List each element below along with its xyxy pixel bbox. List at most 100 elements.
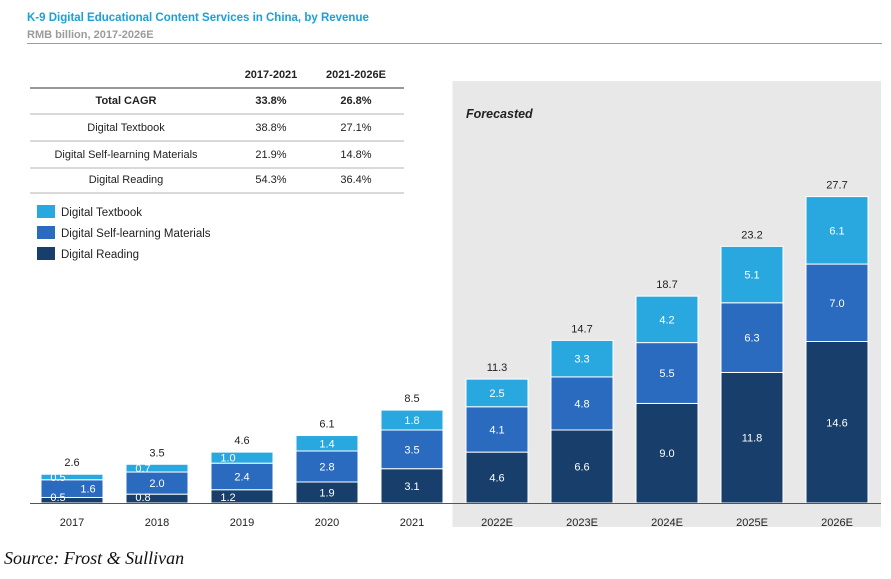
- bar-segment: [380, 409, 444, 431]
- bar-value-label: 5.1: [744, 270, 759, 282]
- bar-total-label: 4.6: [234, 435, 249, 447]
- legend-label: Digital Self-learning Materials: [61, 228, 211, 240]
- bar-value-label: 11.8: [742, 433, 763, 445]
- bar-value-label: 6.1: [829, 225, 844, 237]
- bar-segment: [465, 451, 529, 504]
- chart-title: K-9 Digital Educational Content Services…: [27, 12, 369, 24]
- forecast-label: Forecasted: [466, 107, 533, 121]
- bar-segment: [635, 295, 699, 344]
- bar-value-label: 4.1: [489, 424, 504, 436]
- table-cell: 38.8%: [255, 122, 286, 134]
- x-tick-label: 2020: [315, 517, 339, 529]
- bar-total-label: 27.7: [826, 180, 847, 192]
- bar-total-label: 8.5: [404, 393, 419, 405]
- bar-value-label: 3.5: [404, 444, 419, 456]
- bar-value-label: 2.0: [149, 478, 164, 490]
- legend-swatch: [37, 205, 55, 218]
- bar-segment: [210, 451, 274, 464]
- bar-value-label: 7.0: [829, 298, 844, 310]
- bar-value-label: 0.7: [135, 463, 150, 475]
- table-cell: 26.8%: [340, 95, 371, 107]
- bar-value-label: 1.2: [220, 492, 235, 504]
- bar-value-label: 6.6: [574, 461, 589, 473]
- legend-swatch: [37, 226, 55, 239]
- bar-total-label: 11.3: [487, 362, 508, 374]
- x-tick-label: 2022E: [481, 517, 513, 529]
- x-tick-label: 2025E: [736, 517, 768, 529]
- bar-total-label: 14.7: [571, 323, 592, 335]
- bar-segment: [550, 429, 614, 504]
- bar-value-label: 6.3: [744, 333, 759, 345]
- bar-segment: [125, 463, 189, 473]
- bar-value-label: 1.6: [80, 484, 95, 496]
- table-row-label: Digital Self-learning Materials: [54, 149, 198, 161]
- bar-value-label: 1.8: [404, 415, 419, 427]
- bar-segment: [635, 342, 699, 404]
- table-row-label: Total CAGR: [96, 95, 157, 107]
- table-cell: 21.9%: [255, 149, 286, 161]
- legend-swatch: [37, 247, 55, 260]
- x-tick-label: 2024E: [651, 517, 683, 529]
- bar-value-label: 4.8: [574, 398, 589, 410]
- x-tick-label: 2019: [230, 517, 254, 529]
- chart-legend: Digital Textbook Digital Self-learning Ma…: [37, 205, 211, 261]
- bar-value-label: 5.5: [659, 368, 674, 380]
- bar-segment: [805, 196, 869, 265]
- table-col-header: 2017-2021: [245, 69, 298, 81]
- bar-segment: [465, 406, 529, 453]
- legend-label: Digital Reading: [61, 249, 139, 261]
- bar-value-label: 0.5: [50, 492, 65, 504]
- bar-segment: [465, 378, 529, 408]
- bar-value-label: 2.8: [319, 461, 334, 473]
- bar-value-label: 14.6: [826, 417, 847, 429]
- table-cell: 14.8%: [340, 149, 371, 161]
- title-divider: [27, 43, 882, 44]
- bar-value-label: 1.4: [319, 438, 334, 450]
- bar-value-label: 4.2: [659, 314, 674, 326]
- table-cell: 54.3%: [255, 174, 286, 186]
- x-tick-label: 2023E: [566, 517, 598, 529]
- table-cell: 27.1%: [340, 122, 371, 134]
- source-note: Source: Frost & Sullivan: [4, 548, 185, 568]
- table-row-label: Digital Textbook: [87, 122, 165, 134]
- x-tick-label: 2018: [145, 517, 169, 529]
- x-axis: 2017 2018 2019 2020 2021 2022E 2023E 2024E 2025E…: [30, 503, 881, 529]
- table-col-header: 2021-2026E: [326, 69, 386, 81]
- stacked-bar-chart: Forecasted 2017-2021 2021-2026E Total CAGR…: [30, 69, 881, 529]
- legend-label: Digital Textbook: [61, 207, 142, 219]
- bars: 0.5 1.6 0.5 2.6 0.8 2.0 0.7 3.5 1.2 2.4 1.0 4.6 1.9 2…: [40, 180, 869, 504]
- x-tick-label: 2026E: [821, 517, 853, 529]
- bar-value-label: 1.9: [319, 487, 334, 499]
- bar-segment: [805, 341, 869, 504]
- bar-segment: [720, 371, 784, 504]
- bar-segment: [720, 302, 784, 373]
- bar-segment: [295, 435, 359, 452]
- table-row-label: Digital Reading: [89, 174, 164, 186]
- bar-segment: [720, 245, 784, 304]
- bar-value-label: 3.3: [574, 354, 589, 366]
- cagr-table: 2017-2021 2021-2026E Total CAGR 33.8% 26.8% D…: [30, 69, 404, 194]
- table-cell: 36.4%: [340, 174, 371, 186]
- bar-value-label: 9.0: [659, 448, 674, 460]
- table-cell: 33.8%: [255, 95, 286, 107]
- bar-segment: [635, 402, 699, 504]
- bar-segment: [550, 339, 614, 378]
- bar-value-label: 1.0: [220, 453, 235, 465]
- bar-segment: [380, 429, 444, 470]
- bar-value-label: 0.5: [50, 472, 65, 484]
- bar-total-label: 18.7: [656, 279, 677, 291]
- x-tick-label: 2021: [400, 517, 424, 529]
- bar-segment: [550, 376, 614, 431]
- bar-value-label: 2.4: [234, 471, 249, 483]
- bar-total-label: 23.2: [741, 229, 762, 241]
- bar-value-label: 2.5: [489, 388, 504, 400]
- x-tick-label: 2017: [60, 517, 84, 529]
- bar-total-label: 2.6: [64, 457, 79, 469]
- chart-subtitle: RMB billion, 2017-2026E: [27, 29, 154, 41]
- bar-total-label: 6.1: [319, 419, 334, 431]
- bar-value-label: 0.8: [135, 492, 150, 504]
- bar-total-label: 3.5: [149, 447, 164, 459]
- bar-segment: [40, 473, 104, 481]
- bar-value-label: 4.6: [489, 473, 504, 485]
- bar-value-label: 3.1: [404, 481, 419, 493]
